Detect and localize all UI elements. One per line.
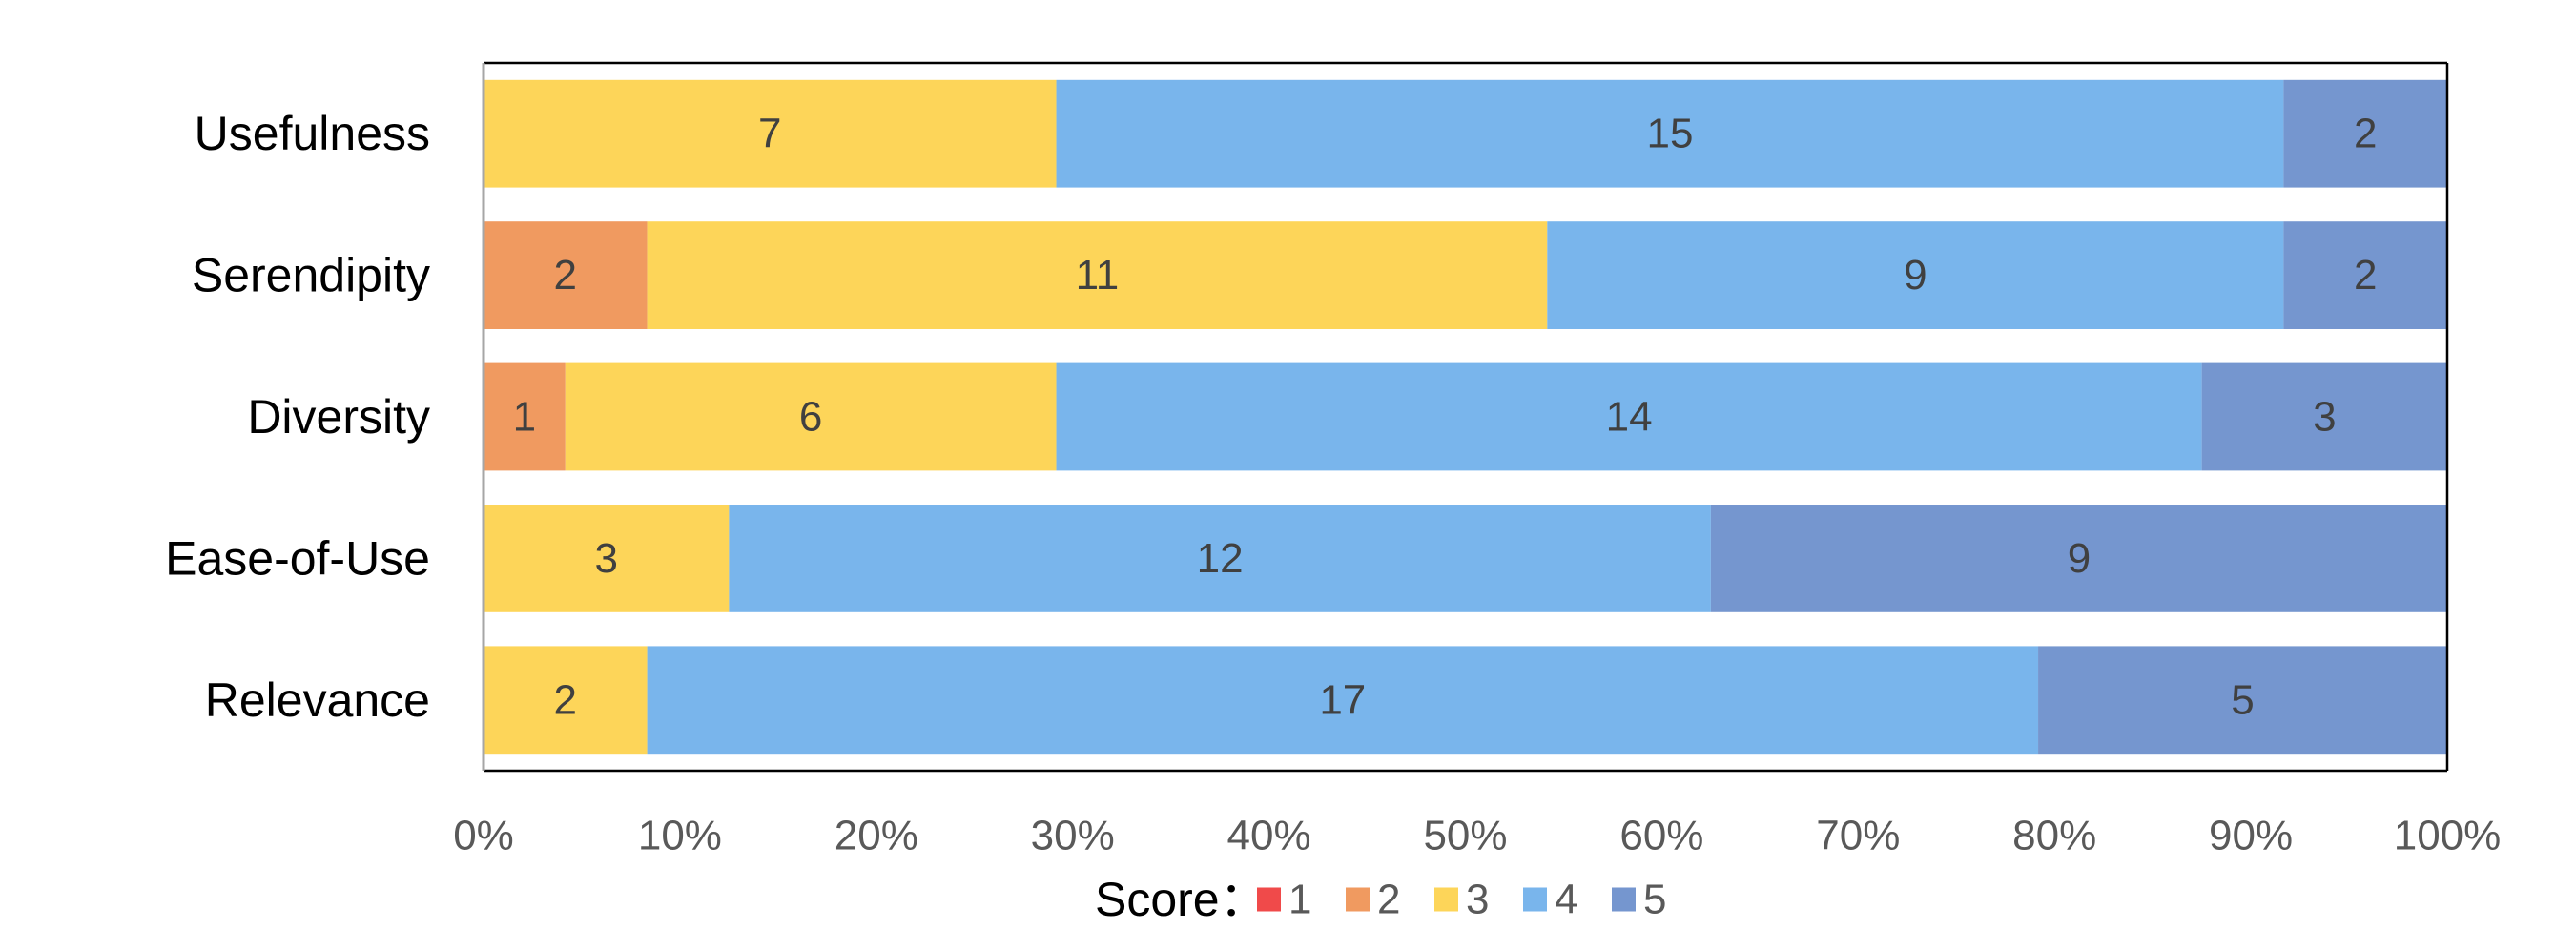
data-label-ease-of-use-score-5: 9 [2068,535,2091,582]
data-label-diversity-score-5: 3 [2313,394,2336,441]
bar-segment-relevance-score-4 [647,646,2039,755]
x-tick-label-10: 10% [638,813,722,859]
legend-swatch-score-4 [1523,887,1547,912]
x-tick-label-100: 100% [2394,813,2502,859]
bar-segment-diversity-score-4 [1056,362,2202,471]
x-tick-label-30: 30% [1031,813,1115,859]
legend-title: Score： [1095,873,1267,926]
category-label-relevance: Relevance [205,673,430,727]
data-label-ease-of-use-score-4: 12 [1197,535,1244,582]
bars-layer [484,79,2447,755]
legend-label-score-1: 1 [1288,877,1311,923]
data-label-diversity-score-4: 14 [1606,394,1653,441]
data-label-diversity-score-2: 1 [513,394,536,441]
bar-segment-diversity-score-3 [565,362,1057,471]
x-tick-label-0: 0% [453,813,514,859]
data-label-serendipity-score-2: 2 [554,252,577,299]
legend-label-score-4: 4 [1555,877,1577,923]
segment-labels-layer: 7 15 2 2 11 9 2 1 6 14 3 3 12 9 2 17 5 [513,111,2378,724]
category-label-ease-of-use: Ease-of-Use [165,531,430,585]
category-labels-layer: Usefulness Serendipity Diversity Ease-of-Us… [165,107,430,727]
axis-layer [482,61,2449,773]
bar-segment-serendipity-score-3 [647,221,1548,329]
bar-segment-ease-of-use-score-5 [1710,505,2447,612]
bar-segment-usefulness-score-4 [1056,79,2284,188]
bar-segment-relevance-score-5 [2038,646,2447,755]
bar-segment-diversity-score-5 [2201,362,2447,471]
x-tick-label-70: 70% [1816,813,1900,859]
category-label-usefulness: Usefulness [195,107,430,160]
data-label-usefulness-score-4: 15 [1647,111,1694,157]
x-tick-label-90: 90% [2209,813,2293,859]
x-tick-label-80: 80% [2012,813,2096,859]
x-tick-label-20: 20% [835,813,918,859]
bar-segment-diversity-score-2 [484,362,566,471]
x-tick-label-60: 60% [1619,813,1703,859]
data-label-relevance-score-4: 17 [1319,676,1366,723]
data-label-diversity-score-3: 6 [799,394,822,441]
x-tick-label-50: 50% [1423,813,1507,859]
data-label-usefulness-score-3: 7 [758,111,781,157]
bar-segment-ease-of-use-score-3 [484,505,730,612]
data-label-serendipity-score-4: 9 [1904,252,1927,299]
category-label-serendipity: Serendipity [192,249,430,302]
legend-label-score-2: 2 [1377,877,1400,923]
x-tick-labels-layer: 0% 10% 20% 30% 40% 50% 60% 70% 80% 90% 100% [453,813,2501,859]
category-label-diversity: Diversity [247,390,430,444]
legend-label-score-3: 3 [1466,877,1489,923]
legend-label-score-5: 5 [1643,877,1666,923]
legend-swatch-score-5 [1612,887,1636,912]
data-label-usefulness-score-5: 2 [2354,111,2377,157]
bar-segment-relevance-score-3 [484,646,648,755]
data-label-serendipity-score-3: 11 [1076,252,1120,299]
data-label-serendipity-score-5: 2 [2354,252,2377,299]
data-label-relevance-score-5: 5 [2231,676,2254,723]
legend-swatch-score-2 [1346,887,1370,912]
bar-segment-ease-of-use-score-4 [729,505,1711,612]
bar-segment-serendipity-score-5 [2283,221,2447,329]
bar-segment-serendipity-score-2 [484,221,648,329]
legend: Score： 1 2 3 4 5 [1095,873,1666,926]
legend-swatch-score-1 [1257,887,1281,912]
bar-segment-usefulness-score-5 [2283,79,2447,188]
bar-segment-serendipity-score-4 [1547,221,2284,329]
x-tick-label-40: 40% [1227,813,1311,859]
bar-segment-usefulness-score-3 [484,79,1057,188]
legend-swatch-score-3 [1434,887,1458,912]
data-label-ease-of-use-score-3: 3 [594,535,617,582]
data-label-relevance-score-3: 2 [554,676,577,723]
